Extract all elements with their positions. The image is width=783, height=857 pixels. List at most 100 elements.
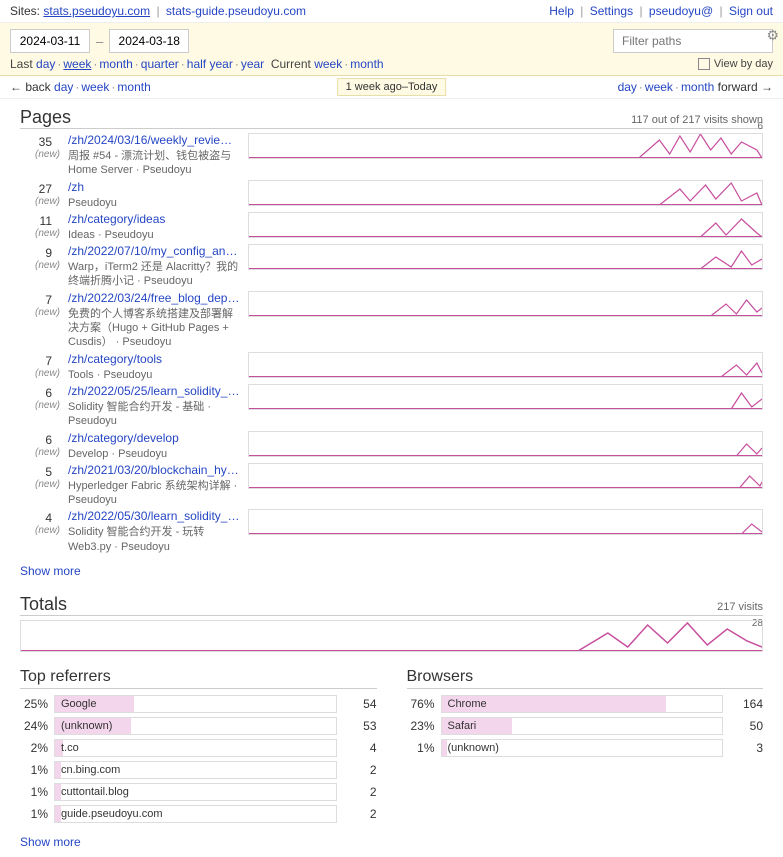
range-day[interactable]: day <box>36 57 55 71</box>
page-path-link[interactable]: /zh <box>68 180 240 194</box>
sparkline-chart <box>248 463 763 489</box>
sparkline-chart <box>248 509 763 535</box>
browsers-section: Browsers 76% Chrome 164 23% Safari 50 1%… <box>407 668 764 849</box>
page-count: 6 <box>20 384 60 400</box>
totals-title: Totals <box>20 594 67 615</box>
stat-bar[interactable]: t.co <box>54 739 337 757</box>
sparkline-chart <box>248 384 763 410</box>
current-week[interactable]: week <box>314 57 342 71</box>
stat-pct: 24% <box>20 719 54 733</box>
page-path-link[interactable]: /zh/2022/07/10/my_config_and_bea... <box>68 244 240 258</box>
page-path-link[interactable]: /zh/category/ideas <box>68 212 240 226</box>
range-quarter[interactable]: quarter <box>141 57 179 71</box>
stat-bar[interactable]: cuttontail.blog <box>54 783 337 801</box>
help-link[interactable]: Help <box>549 4 574 18</box>
stat-value: 50 <box>723 719 763 733</box>
stat-label: cuttontail.blog <box>55 786 129 798</box>
page-path-link[interactable]: /zh/2022/03/24/free_blog_deploy_u... <box>68 291 240 305</box>
sparkline-chart <box>248 431 763 457</box>
page-path-link[interactable]: /zh/2024/03/16/weekly_review_202... <box>68 133 240 147</box>
stat-row: 25% Google 54 <box>20 695 377 713</box>
gear-icon[interactable]: ⚙ <box>766 27 779 44</box>
fwd-day[interactable]: day <box>618 80 637 94</box>
new-badge: (new) <box>20 525 68 536</box>
stat-label: t.co <box>55 742 79 754</box>
date-to-input[interactable] <box>109 29 189 53</box>
stat-pct: 25% <box>20 697 54 711</box>
stat-label: (unknown) <box>55 720 112 732</box>
new-badge: (new) <box>20 400 68 411</box>
sites-list: Sites: stats.pseudoyu.com | stats-guide.… <box>10 4 306 18</box>
stat-row: 1% (unknown) 3 <box>407 739 764 757</box>
page-title-text: 周报 #54 - 漂流计划、钱包被盗与 Home Server · Pseudo… <box>68 149 240 178</box>
page-count: 27 <box>20 180 60 196</box>
user-link[interactable]: pseudoyu@ <box>649 4 713 18</box>
stat-bar[interactable]: (unknown) <box>441 739 724 757</box>
date-from-input[interactable] <box>10 29 90 53</box>
page-row: 27 (new) /zh Pseudoyu <box>20 180 763 210</box>
back-month[interactable]: month <box>117 80 150 94</box>
range-month[interactable]: month <box>99 57 132 71</box>
fwd-week[interactable]: week <box>645 80 673 94</box>
forward-label: forward → <box>718 80 773 94</box>
stat-label: guide.pseudoyu.com <box>55 808 163 820</box>
stat-value: 2 <box>337 785 377 799</box>
checkbox-icon[interactable] <box>698 58 710 70</box>
stat-bar[interactable]: cn.bing.com <box>54 761 337 779</box>
page-path-link[interactable]: /zh/category/tools <box>68 352 240 366</box>
page-path-link[interactable]: /zh/category/develop <box>68 431 240 445</box>
fwd-month[interactable]: month <box>681 80 714 94</box>
stat-pct: 1% <box>20 785 54 799</box>
page-row: 4 (new) /zh/2022/05/30/learn_solidity_fr… <box>20 509 763 554</box>
stat-label: cn.bing.com <box>55 764 120 776</box>
stat-pct: 2% <box>20 741 54 755</box>
pages-show-more[interactable]: Show more <box>20 564 81 578</box>
stat-value: 164 <box>723 697 763 711</box>
stat-bar[interactable]: guide.pseudoyu.com <box>54 805 337 823</box>
referrers-title: Top referrers <box>20 668 377 689</box>
range-year[interactable]: year <box>241 57 264 71</box>
page-row: 5 (new) /zh/2021/03/20/blockchain_hyperl… <box>20 463 763 508</box>
view-by-day-toggle[interactable]: View by day <box>698 58 773 70</box>
back-day[interactable]: day <box>54 80 73 94</box>
stat-label: Google <box>55 698 96 710</box>
page-path-link[interactable]: /zh/2021/03/20/blockchain_hyperle... <box>68 463 240 477</box>
stat-row: 76% Chrome 164 <box>407 695 764 713</box>
page-count: 7 <box>20 352 60 368</box>
stat-row: 1% guide.pseudoyu.com 2 <box>20 805 377 823</box>
site-link-2[interactable]: stats-guide.pseudoyu.com <box>166 4 306 18</box>
stat-bar[interactable]: Chrome <box>441 695 724 713</box>
page-path-link[interactable]: /zh/2022/05/30/learn_solidity_from_... <box>68 509 240 523</box>
back-label: ← back <box>10 80 51 94</box>
sparkline-chart <box>248 212 763 238</box>
browsers-title: Browsers <box>407 668 764 689</box>
new-badge: (new) <box>20 447 68 458</box>
site-link-1[interactable]: stats.pseudoyu.com <box>43 4 150 18</box>
page-title-text: 免费的个人博客系统搭建及部署解决方案（Hugo + GitHub Pages +… <box>68 307 240 350</box>
range-week[interactable]: week <box>63 57 91 71</box>
range-halfyear[interactable]: half year <box>187 57 233 71</box>
current-month[interactable]: month <box>350 57 383 71</box>
signout-link[interactable]: Sign out <box>729 4 773 18</box>
current-prefix: Current <box>271 57 311 71</box>
page-title-text: Hyperledger Fabric 系统架构详解 · Pseudoyu <box>68 479 240 508</box>
stat-bar[interactable]: Google <box>54 695 337 713</box>
period-badge: 1 week ago–Today <box>337 78 447 96</box>
settings-link[interactable]: Settings <box>590 4 633 18</box>
pages-section: Pages 117 out of 217 visits shown 35 (ne… <box>0 99 783 586</box>
page-path-link[interactable]: /zh/2022/05/25/learn_solidity_from_... <box>68 384 240 398</box>
stat-row: 24% (unknown) 53 <box>20 717 377 735</box>
stat-value: 2 <box>337 763 377 777</box>
filter-paths-input[interactable] <box>613 29 773 53</box>
sparkline-chart <box>248 244 763 270</box>
page-row: 9 (new) /zh/2022/07/10/my_config_and_bea… <box>20 244 763 289</box>
stat-value: 53 <box>337 719 377 733</box>
stat-bar[interactable]: (unknown) <box>54 717 337 735</box>
totals-visits: 217 visits <box>717 601 763 613</box>
referrers-show-more[interactable]: Show more <box>20 835 81 849</box>
page-count: 35 <box>20 133 60 149</box>
stat-bar[interactable]: Safari <box>441 717 724 735</box>
new-badge: (new) <box>20 196 68 207</box>
back-week[interactable]: week <box>81 80 109 94</box>
stat-pct: 76% <box>407 697 441 711</box>
